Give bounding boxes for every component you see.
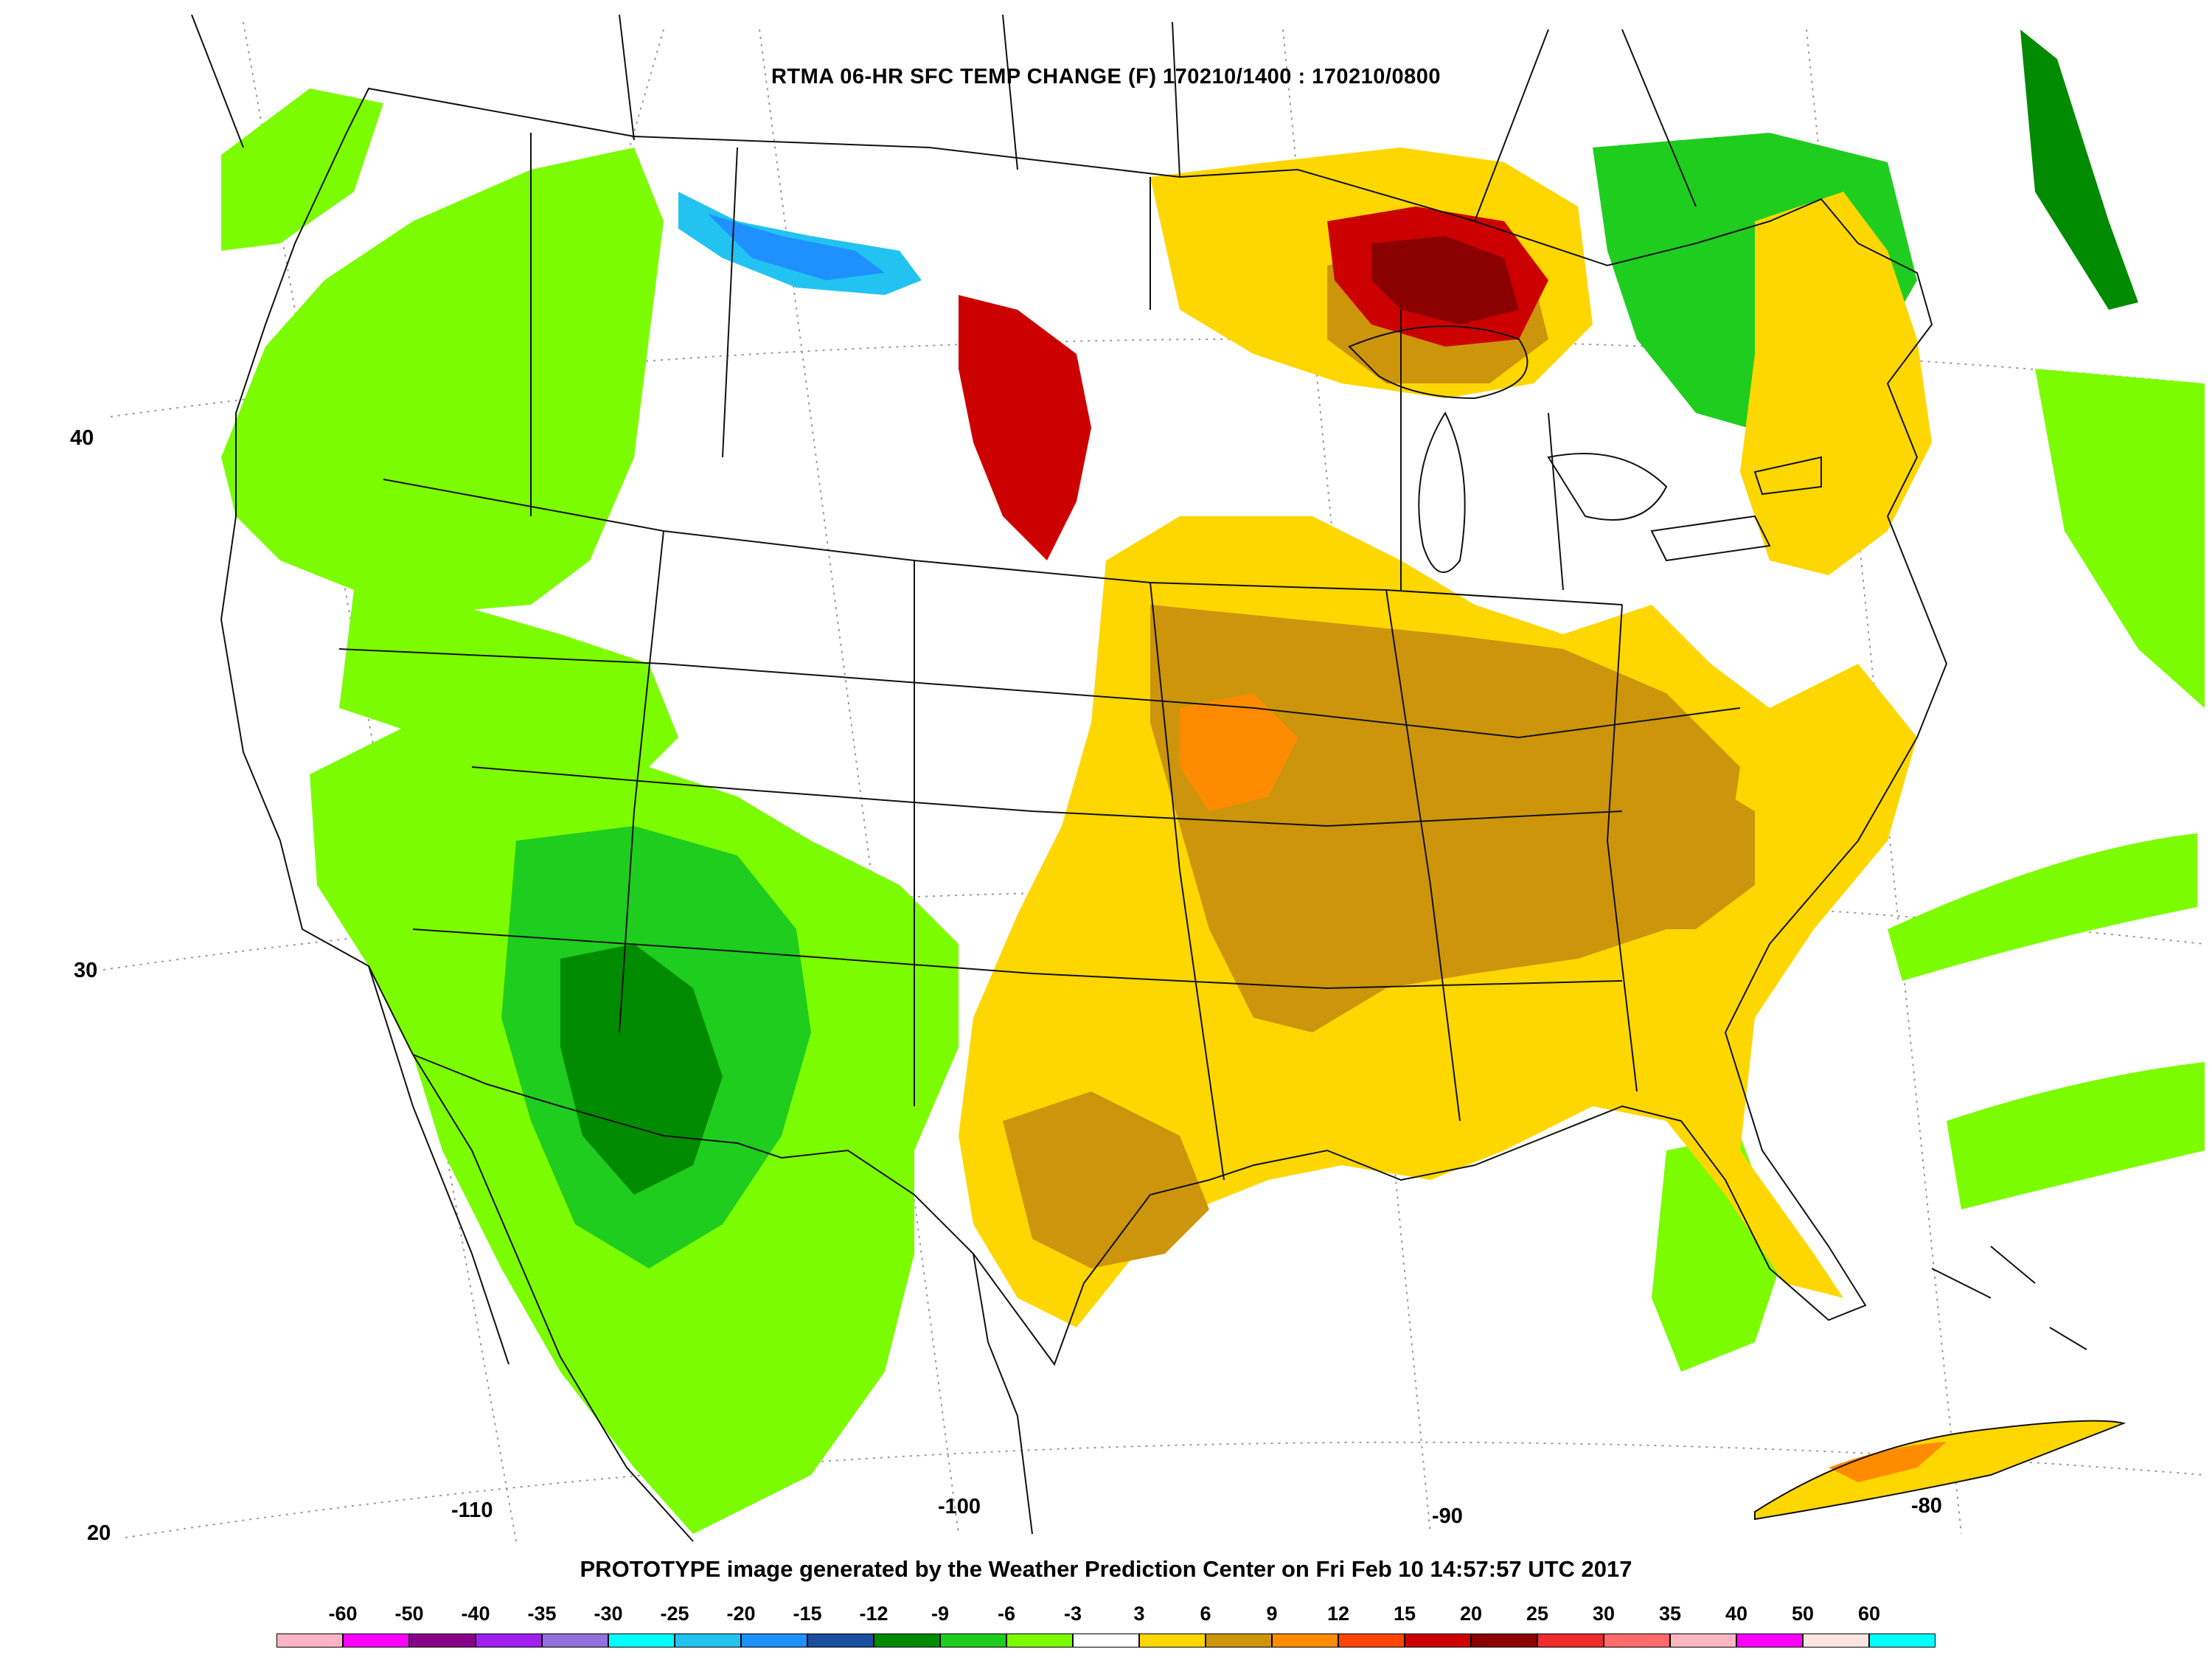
legend-swatch [1272, 1634, 1338, 1648]
legend-label: -12 [859, 1603, 888, 1625]
cool-region-deep [560, 944, 723, 1195]
warm-region-upper-midwest-red [959, 295, 1091, 560]
cold-region-newfoundland [2020, 29, 2138, 310]
great-lakes [1348, 325, 1822, 573]
lat-label-20: 20 [87, 1521, 111, 1545]
legend-swatch [608, 1634, 675, 1648]
legend-swatch [276, 1634, 343, 1648]
legend-label: -6 [997, 1603, 1015, 1625]
legend-label: 25 [1526, 1603, 1549, 1625]
warm-region-cuba-core [1829, 1442, 1947, 1482]
legend-swatch [1405, 1634, 1471, 1648]
lon-label-90: -90 [1432, 1504, 1463, 1528]
legend-swatch [343, 1634, 409, 1648]
color-legend: -60 -50 -40 -35 -30 -25 -20 -15 -12 -9 -6 -3 3 6 9 12 15… [276, 1603, 1935, 1654]
legend-swatch [542, 1634, 608, 1648]
lon-label-100: -100 [938, 1495, 981, 1518]
warm-region-kansas-orange [1180, 693, 1298, 811]
legend-label: -9 [931, 1603, 949, 1625]
legend-swatch [1803, 1634, 1869, 1648]
canada-lines [191, 14, 1697, 222]
legend-label: 50 [1791, 1603, 1815, 1625]
warm-region-ontario-core [1371, 236, 1519, 324]
legend-label: 60 [1857, 1603, 1881, 1625]
legend-label: 35 [1658, 1603, 1682, 1625]
legend-swatch [940, 1634, 1006, 1648]
legend-label: 6 [1200, 1603, 1211, 1625]
mexico-outline [368, 965, 1033, 1542]
warm-region-texas-tan [1003, 1091, 1209, 1268]
legend-swatch [1670, 1634, 1736, 1648]
legend-label: -50 [394, 1603, 424, 1625]
cool-region-atlantic-1 [1888, 833, 2197, 981]
legend-swatch [476, 1634, 542, 1648]
legend-label: 12 [1326, 1603, 1350, 1625]
warm-region-northeast [1740, 192, 1932, 575]
legend-swatch [1206, 1634, 1272, 1648]
us-outline [220, 87, 1948, 1367]
legend-label: 9 [1266, 1603, 1278, 1625]
warm-region-carolina-tan [1578, 767, 1755, 929]
legend-swatch [675, 1634, 741, 1648]
legend-label: 3 [1133, 1603, 1145, 1625]
legend-swatch [1471, 1634, 1537, 1648]
legend-label: 20 [1459, 1603, 1483, 1625]
cool-region-canada-west [221, 88, 383, 251]
map-title: RTMA 06-HR SFC TEMP CHANGE (F) 170210/14… [771, 65, 1441, 88]
legend-swatch [741, 1634, 807, 1648]
legend-swatch [874, 1634, 940, 1648]
cool-region-pacific-northwest [221, 147, 664, 612]
legend-swatch [409, 1634, 476, 1648]
legend-swatch [807, 1634, 874, 1648]
legend-swatch [1736, 1634, 1803, 1648]
cool-region-north-atlantic [2035, 369, 2205, 708]
state-lines [338, 133, 1741, 1181]
lon-label-80: -80 [1911, 1494, 1942, 1518]
lon-label-110: -110 [451, 1499, 493, 1522]
legend-swatch [1869, 1634, 1935, 1648]
legend-label: -40 [461, 1603, 490, 1625]
florida-keys-bahamas [1931, 1246, 2087, 1350]
warming-regions [959, 147, 2124, 1519]
legend-label: -35 [527, 1603, 557, 1625]
legend-swatch [1006, 1634, 1073, 1648]
legend-label: -60 [328, 1603, 358, 1625]
legend-label: 40 [1725, 1603, 1748, 1625]
boundaries [191, 14, 2126, 1542]
cuba-outline [1754, 1420, 2126, 1521]
legend-swatch [1073, 1634, 1139, 1648]
warm-region-cuba [1755, 1420, 2124, 1519]
legend-swatch [1139, 1634, 1206, 1648]
legend-label: -25 [660, 1603, 689, 1625]
legend-label: -20 [726, 1603, 756, 1625]
lat-label-40: 40 [70, 426, 94, 450]
footer-credit: PROTOTYPE image generated by the Weather… [580, 1556, 1632, 1582]
legend-swatch [1537, 1634, 1604, 1648]
lat-label-30: 30 [74, 959, 98, 982]
legend-label: -3 [1063, 1603, 1082, 1625]
legend-label: -30 [594, 1603, 623, 1625]
cold-region-canada-lake-core [708, 214, 885, 280]
warm-region-central-tan [1150, 605, 1740, 1032]
legend-swatch [1338, 1634, 1405, 1648]
cool-region-great-basin [339, 590, 678, 782]
legend-label: 15 [1393, 1603, 1416, 1625]
legend-swatch [1604, 1634, 1670, 1648]
legend-label: -15 [793, 1603, 822, 1625]
cool-region-atlantic-2 [1947, 1062, 2205, 1209]
legend-label: 30 [1592, 1603, 1615, 1625]
